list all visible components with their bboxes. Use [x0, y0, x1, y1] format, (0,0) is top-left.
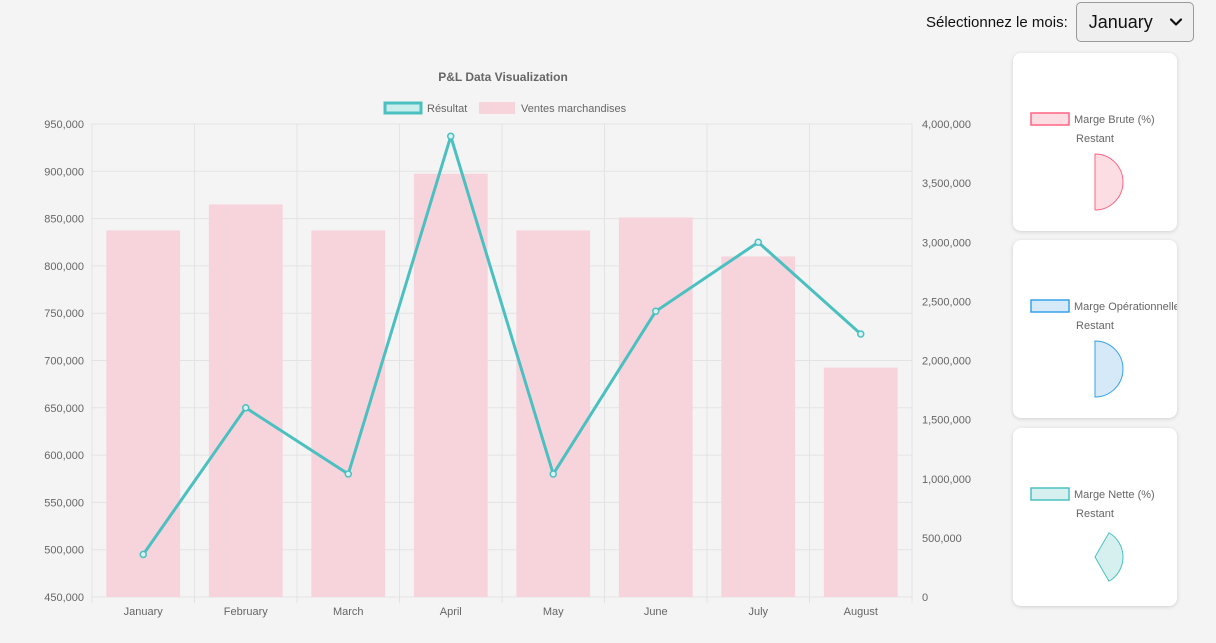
legend-label-ventes: Ventes marchandises: [521, 103, 627, 115]
y-left-tick-label: 700,000: [44, 356, 84, 368]
y-right-tick-label: 2,000,000: [922, 356, 971, 368]
chart-title: P&L Data Visualization: [438, 70, 568, 84]
pie-slice-margin: [1094, 532, 1124, 582]
y-right-tick-label: 3,000,000: [922, 237, 971, 249]
month-select-value: January: [1088, 11, 1153, 32]
operating-margin-card: Marge Opérationnelle Restant: [1013, 240, 1177, 418]
point-resultat: [754, 238, 762, 246]
legend-label-remaining: Restant: [1076, 320, 1114, 332]
y-right-tick-label: 4,000,000: [922, 119, 971, 131]
y-right-tick-label: 1,500,000: [922, 415, 971, 427]
x-tick-label: January: [124, 606, 164, 618]
bar-ventes: [721, 256, 796, 597]
legend-label-remaining: Restant: [1076, 508, 1114, 520]
x-tick-label: August: [844, 606, 878, 618]
x-tick-label: June: [644, 606, 668, 618]
y-right-tick-label: 500,000: [922, 533, 962, 545]
y-right-tick-label: 3,500,000: [922, 178, 971, 190]
pie-slice-margin: [1094, 153, 1124, 211]
legend-label: Marge Nette (%): [1074, 489, 1155, 501]
point-resultat: [652, 307, 660, 316]
x-tick-label: February: [224, 606, 269, 618]
line-resultat: [142, 134, 862, 556]
bar-ventes: [413, 173, 488, 597]
legend-label-remaining: Restant: [1076, 133, 1114, 145]
legend-swatch: [1030, 299, 1070, 313]
point-resultat: [139, 550, 147, 559]
y-left-tick-label: 850,000: [44, 214, 84, 226]
gross-margin-card: Marge Brute (%) Restant: [1013, 53, 1177, 231]
bar-ventes: [618, 217, 693, 598]
bar-ventes: [516, 230, 591, 598]
legend-label: Marge Opérationnelle: [1074, 301, 1177, 313]
y-left-tick-label: 450,000: [44, 592, 84, 604]
y-left-tick-label: 750,000: [44, 308, 84, 320]
y-left-tick-label: 650,000: [44, 403, 84, 415]
legend-swatch: [1030, 487, 1070, 501]
legend-swatch-resultat: [383, 101, 423, 115]
legend-label-resultat: Résultat: [427, 103, 467, 115]
month-selector-label: Sélectionnez le mois:: [926, 13, 1068, 31]
legend-swatch-ventes: [479, 102, 515, 114]
y-left-tick-label: 500,000: [44, 545, 84, 557]
x-tick-label: May: [543, 606, 564, 618]
net-margin-card: Marge Nette (%) Restant: [1013, 428, 1177, 606]
bar-ventes: [823, 367, 898, 597]
y-left-tick-label: 800,000: [44, 261, 84, 273]
y-right-tick-label: 2,500,000: [922, 296, 971, 308]
x-tick-label: April: [440, 606, 462, 618]
operating-margin-chart: Marge Opérationnelle Restant: [1030, 299, 1177, 398]
x-tick-label: March: [333, 606, 364, 618]
y-left-tick-label: 900,000: [44, 166, 84, 178]
y-right-tick-label: 1,000,000: [922, 474, 971, 486]
pie-slice-margin: [1094, 340, 1124, 398]
y-left-tick-label: 600,000: [44, 450, 84, 462]
legend-label: Marge Brute (%): [1074, 114, 1155, 126]
month-selector: Sélectionnez le mois: January: [926, 2, 1194, 42]
bar-ventes: [208, 204, 283, 597]
chevron-down-icon: [1169, 18, 1182, 26]
month-select[interactable]: January: [1075, 2, 1194, 42]
gross-margin-chart: Marge Brute (%) Restant: [1030, 112, 1155, 211]
point-resultat: [549, 470, 557, 478]
point-resultat: [242, 404, 250, 412]
bar-ventes: [311, 230, 386, 598]
point-resultat: [447, 132, 455, 141]
y-right-tick-label: 0: [922, 592, 928, 604]
y-left-tick-label: 550,000: [44, 497, 84, 509]
net-margin-chart: Marge Nette (%) Restant: [1030, 487, 1155, 582]
bar-ventes: [106, 230, 181, 598]
x-tick-label: July: [748, 606, 768, 618]
point-resultat: [344, 470, 352, 478]
pl-chart: 950,000 900,000 850,000 800,000 750,000 700,0…: [44, 70, 971, 618]
legend-swatch: [1030, 112, 1070, 126]
point-resultat: [857, 330, 865, 338]
y-left-tick-label: 950,000: [44, 119, 84, 131]
